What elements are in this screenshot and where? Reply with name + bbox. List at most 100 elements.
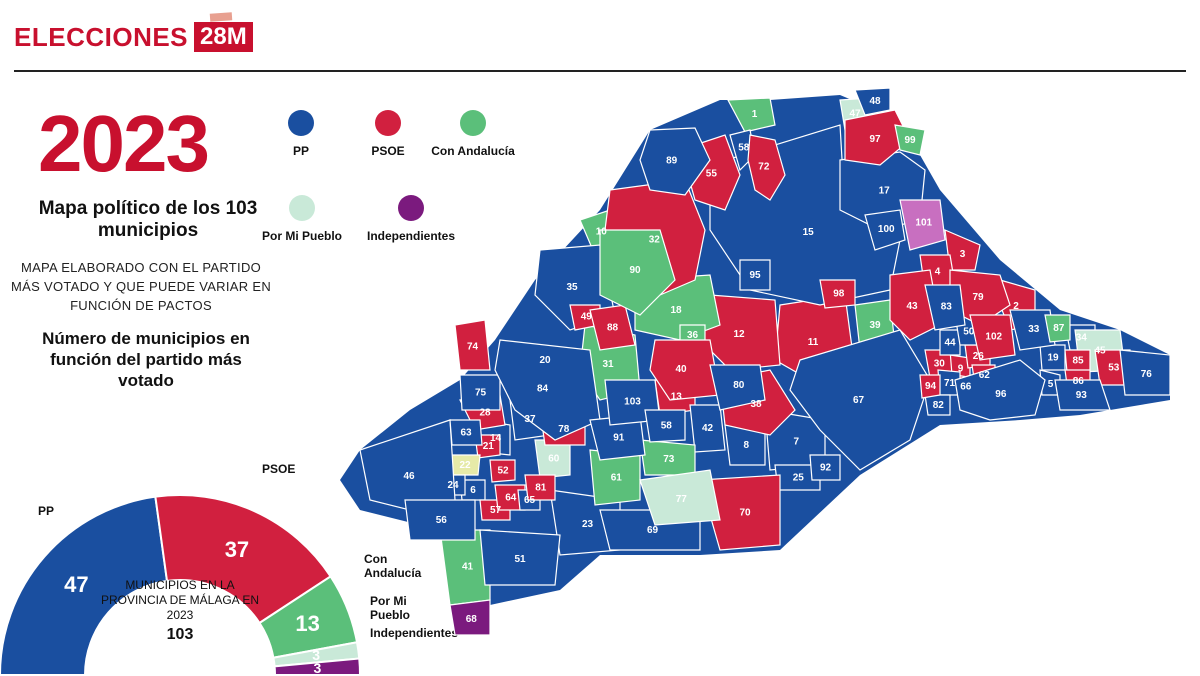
donut-value-con-andalucía: 13 [295, 610, 320, 636]
municipality-label: 82 [933, 400, 945, 411]
municipality-56 [404, 499, 476, 541]
municipality-label: 9 [958, 363, 964, 374]
legend-label: Por Mi Pueblo [262, 229, 343, 243]
municipality-label: 97 [869, 134, 881, 145]
municipality-label: 28 [479, 408, 491, 419]
municipality-label: 58 [738, 143, 750, 154]
legend-label: Con Andalucía [431, 144, 515, 158]
municipality-label: 63 [460, 428, 472, 439]
municipality-label: 48 [869, 96, 881, 107]
municipality-label: 19 [1047, 353, 1059, 364]
municipality-label: 58 [661, 421, 673, 432]
municipality-89 [639, 127, 711, 196]
municipality-label: 79 [972, 292, 984, 303]
municipality-label: 102 [985, 331, 1002, 342]
donut-label-pp: PP [38, 504, 55, 518]
municipality-label: 22 [459, 460, 471, 471]
municipality-96 [954, 359, 1046, 421]
municipality-label: 65 [524, 495, 536, 506]
municipality-label: 13 [671, 391, 683, 402]
pp-dot-icon [288, 110, 314, 136]
municipality-97 [844, 109, 911, 166]
municipality-label: 40 [675, 364, 687, 375]
municipality-label: 80 [733, 380, 745, 391]
municipality-88 [589, 304, 636, 351]
municipality-label: 77 [676, 494, 688, 505]
municipality-label: 18 [670, 305, 682, 316]
donut-value-psoe: 37 [224, 536, 250, 562]
municipality-label: 101 [915, 218, 932, 229]
municipality-label: 7 [793, 436, 799, 447]
municipality-82 [924, 394, 951, 416]
municipality-label: 88 [607, 323, 619, 334]
municipality-label: 41 [462, 561, 474, 572]
municipality-40 [649, 339, 721, 401]
legend-label: Independientes [366, 229, 455, 243]
municipality-label: 94 [925, 381, 937, 392]
donut-label-por-mi-pueblo: Por Mi Pueblo [370, 594, 411, 622]
municipality-label: 68 [466, 614, 478, 625]
municipality-label: 64 [505, 493, 517, 504]
municipality-label: 47 [849, 108, 861, 119]
municipality-label: 35 [566, 282, 578, 293]
map-note: MAPA ELABORADO CON EL PARTIDO MÁS VOTADO… [10, 260, 272, 313]
municipality-label: 30 [934, 358, 946, 369]
municipality-101 [899, 199, 946, 251]
municipality-label: 89 [666, 156, 678, 167]
donut-label-psoe: PSOE [262, 462, 296, 476]
municipality-label: 46 [403, 471, 415, 482]
donut-label-con-andalucia: Con Andalucía [364, 552, 422, 580]
municipality-87 [1044, 314, 1071, 343]
municipality-68 [449, 599, 491, 636]
legend-psoe: PSOE [343, 110, 433, 158]
municipality-81 [524, 474, 556, 501]
municipality-label: 44 [944, 338, 956, 349]
municipality-92 [809, 454, 841, 481]
municipality-label: 51 [514, 554, 526, 565]
municipality-label: 8 [743, 440, 749, 451]
municipality-label: 2 [1013, 301, 1019, 312]
brand-tag: 28M [194, 22, 253, 52]
municipality-label: 20 [539, 355, 551, 366]
seat-donut-chart [0, 494, 362, 675]
municipality-label: 15 [803, 227, 815, 238]
por-mi-pueblo-dot-icon [289, 195, 315, 221]
municipality-1 [727, 97, 776, 133]
municipality-label: 98 [833, 288, 845, 299]
year-title: 2023 [38, 99, 210, 188]
municipality-63 [449, 419, 483, 446]
municipality-label: 84 [537, 383, 549, 394]
municipality-label: 33 [1028, 324, 1040, 335]
municipality-76 [1119, 349, 1171, 396]
municipality-label: 90 [629, 265, 641, 276]
municipality-label: 72 [758, 162, 770, 173]
donut-segment-independientes [273, 657, 362, 675]
municipality-label: 61 [611, 473, 623, 484]
municipality-label: 78 [558, 424, 570, 435]
municipality-label: 75 [475, 388, 487, 399]
municipality-label: 36 [687, 330, 699, 341]
municipality-99 [894, 124, 926, 156]
municipality-label: 6 [470, 485, 476, 496]
municipality-label: 4 [935, 266, 941, 277]
municipality-42 [689, 404, 726, 453]
municipality-label: 21 [483, 441, 495, 452]
donut-total: 103 [166, 626, 194, 643]
municipality-label: 81 [535, 483, 547, 494]
municipality-74 [454, 319, 491, 371]
map-subtitle: Mapa político de los 103 municipios [38, 198, 258, 241]
municipality-label: 74 [467, 341, 479, 352]
municipality-label: 42 [702, 423, 714, 434]
municipality-label: 11 [808, 337, 819, 348]
municipality-72 [747, 134, 786, 201]
municipality-80 [709, 364, 766, 411]
municipality-label: 32 [649, 234, 661, 245]
psoe-dot-icon [375, 110, 401, 136]
legend-label: PP [292, 144, 309, 158]
donut-label-independientes: Independientes [370, 626, 459, 640]
municipality-label: 73 [663, 454, 675, 465]
municipality-102 [969, 314, 1016, 361]
municipality-label: 26 [973, 351, 985, 362]
municipality-label: 91 [613, 433, 625, 444]
municipality-label: 57 [490, 505, 502, 516]
